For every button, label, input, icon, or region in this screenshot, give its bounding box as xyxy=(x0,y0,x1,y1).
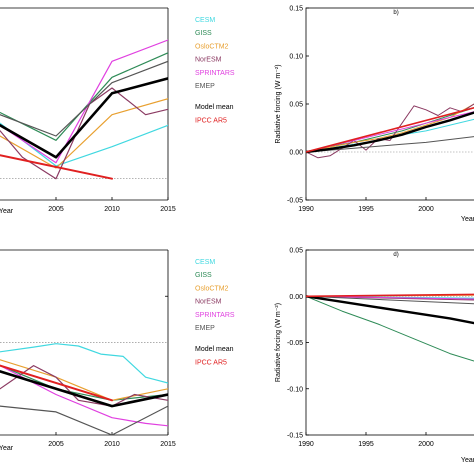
series-line-c-sprintars xyxy=(0,365,168,427)
panel-a: 2005 2010 2015 Year xyxy=(0,7,176,215)
x-tick-label-a-0: 2005 xyxy=(48,206,64,213)
series-line-b-emep xyxy=(306,136,474,153)
panel-label-d: d) xyxy=(393,252,398,258)
panels: 2005 2010 2015 Year 1990 1995 2000 -0.05 0.00 0.0… xyxy=(0,6,474,464)
x-tick-label-c-2: 2015 xyxy=(160,441,176,448)
legend-entry-a-giss: GISS xyxy=(195,30,212,37)
legend-entry-a-ipcc-ar5: IPCC AR5 xyxy=(195,117,227,124)
legend-entry-a-cesm: CESM xyxy=(195,17,215,24)
legend-entry-c-ipcc-ar5: IPCC AR5 xyxy=(195,359,227,366)
y-tick-label-d-0: -0.15 xyxy=(287,433,303,440)
legend-entry-a-noresm: NorESM xyxy=(195,57,222,64)
y-tick-label-d-1: -0.10 xyxy=(287,386,303,393)
x-axis-label-a: Year xyxy=(0,208,14,215)
legend-entry-c-noresm: NorESM xyxy=(195,299,222,306)
x-tick-label-c-1: 2010 xyxy=(104,441,120,448)
y-tick-label-d-2: -0.05 xyxy=(287,340,303,347)
y-tick-label-d-4: 0.05 xyxy=(289,248,303,255)
series-line-b-ipcc-ar5 xyxy=(306,107,474,153)
series-line-b-model-mean xyxy=(306,111,474,154)
series-line-c-giss xyxy=(0,365,168,401)
x-tick-label-a-1: 2010 xyxy=(104,206,120,213)
series-line-d-ipcc-ar5 xyxy=(306,293,474,298)
series-line-d-emep xyxy=(306,295,474,305)
series-group-a xyxy=(0,39,168,180)
legend-a: CESM GISS OsloCTM2 NorESM SPRINTARS EMEP Model… xyxy=(195,17,235,124)
y-tick-label-b-1: 0.00 xyxy=(289,150,303,157)
series-line-d-model-mean xyxy=(306,295,474,325)
legend-entry-c-model-mean: Model mean xyxy=(195,346,234,353)
series-line-a-emep xyxy=(0,60,168,137)
series-line-a-sprintars xyxy=(0,39,168,164)
x-tick-label-c-0: 2005 xyxy=(48,441,64,448)
y-tick-label-d-3: 0.00 xyxy=(289,294,303,301)
series-line-b-noresm xyxy=(306,103,474,159)
legend-entry-c-emep: EMEP xyxy=(195,325,215,332)
x-tick-label-b-1: 1995 xyxy=(358,206,374,213)
panel-b: 1990 1995 2000 -0.05 0.00 0.05 0.10 0.15 Radiati… xyxy=(275,6,474,223)
series-line-c-noresm xyxy=(0,365,168,407)
x-axis-label-b: Year xyxy=(461,216,474,223)
y-tick-label-b-0: -0.05 xyxy=(287,198,303,205)
legend-entry-a-model-mean: Model mean xyxy=(195,104,234,111)
x-tick-label-b-0: 1990 xyxy=(298,206,314,213)
x-tick-label-b-2: 2000 xyxy=(418,206,434,213)
y-axis-label-d: Radiative forcing (W m⁻²) xyxy=(275,303,282,382)
y-tick-label-b-3: 0.10 xyxy=(289,54,303,61)
series-line-c-ipcc-ar5 xyxy=(0,364,113,402)
series-line-c-osloctm2 xyxy=(0,359,168,401)
y-tick-label-b-2: 0.05 xyxy=(289,102,303,109)
x-tick-label-d-2: 2000 xyxy=(418,441,434,448)
legend-c: CESM GISS OsloCTM2 NorESM SPRINTARS EMEP Model… xyxy=(195,259,235,366)
series-line-a-model-mean xyxy=(0,77,168,159)
series-line-c-model-mean xyxy=(0,370,168,408)
x-tick-label-d-0: 1990 xyxy=(298,441,314,448)
y-tick-label-b-4: 0.15 xyxy=(289,6,303,13)
x-axis-label-d: Year xyxy=(461,457,474,464)
panel-label-b: b) xyxy=(393,10,398,16)
legend-entry-a-osloctm2: OsloCTM2 xyxy=(195,43,229,50)
series-line-c-emep xyxy=(0,405,168,435)
y-axis-label-b: Radiative forcing (W m⁻²) xyxy=(275,64,282,143)
legend-entry-c-giss: GISS xyxy=(195,272,212,279)
panel-c: 2005 2010 2015 Year xyxy=(0,249,176,452)
x-axis-label-c: Year xyxy=(0,445,14,452)
series-group-d xyxy=(306,293,474,362)
legend-entry-c-cesm: CESM xyxy=(195,259,215,266)
x-tick-label-a-2: 2015 xyxy=(160,206,176,213)
series-line-d-giss xyxy=(306,295,474,362)
legend-entry-c-osloctm2: OsloCTM2 xyxy=(195,285,229,292)
x-tick-label-d-1: 1995 xyxy=(358,441,374,448)
series-line-a-ipcc-ar5 xyxy=(0,154,113,180)
series-group-c xyxy=(0,343,168,435)
legend-entry-a-sprintars: SPRINTARS xyxy=(195,70,235,77)
series-group-b xyxy=(306,103,474,159)
legend-entry-a-emep: EMEP xyxy=(195,83,215,90)
legend-entry-c-sprintars: SPRINTARS xyxy=(195,312,235,319)
series-line-a-osloctm2 xyxy=(0,98,168,169)
panel-d: 1990 1995 2000 -0.15 -0.10 -0.05 0.00 0.05 Radia… xyxy=(275,248,474,464)
series-line-c-cesm xyxy=(0,343,168,384)
